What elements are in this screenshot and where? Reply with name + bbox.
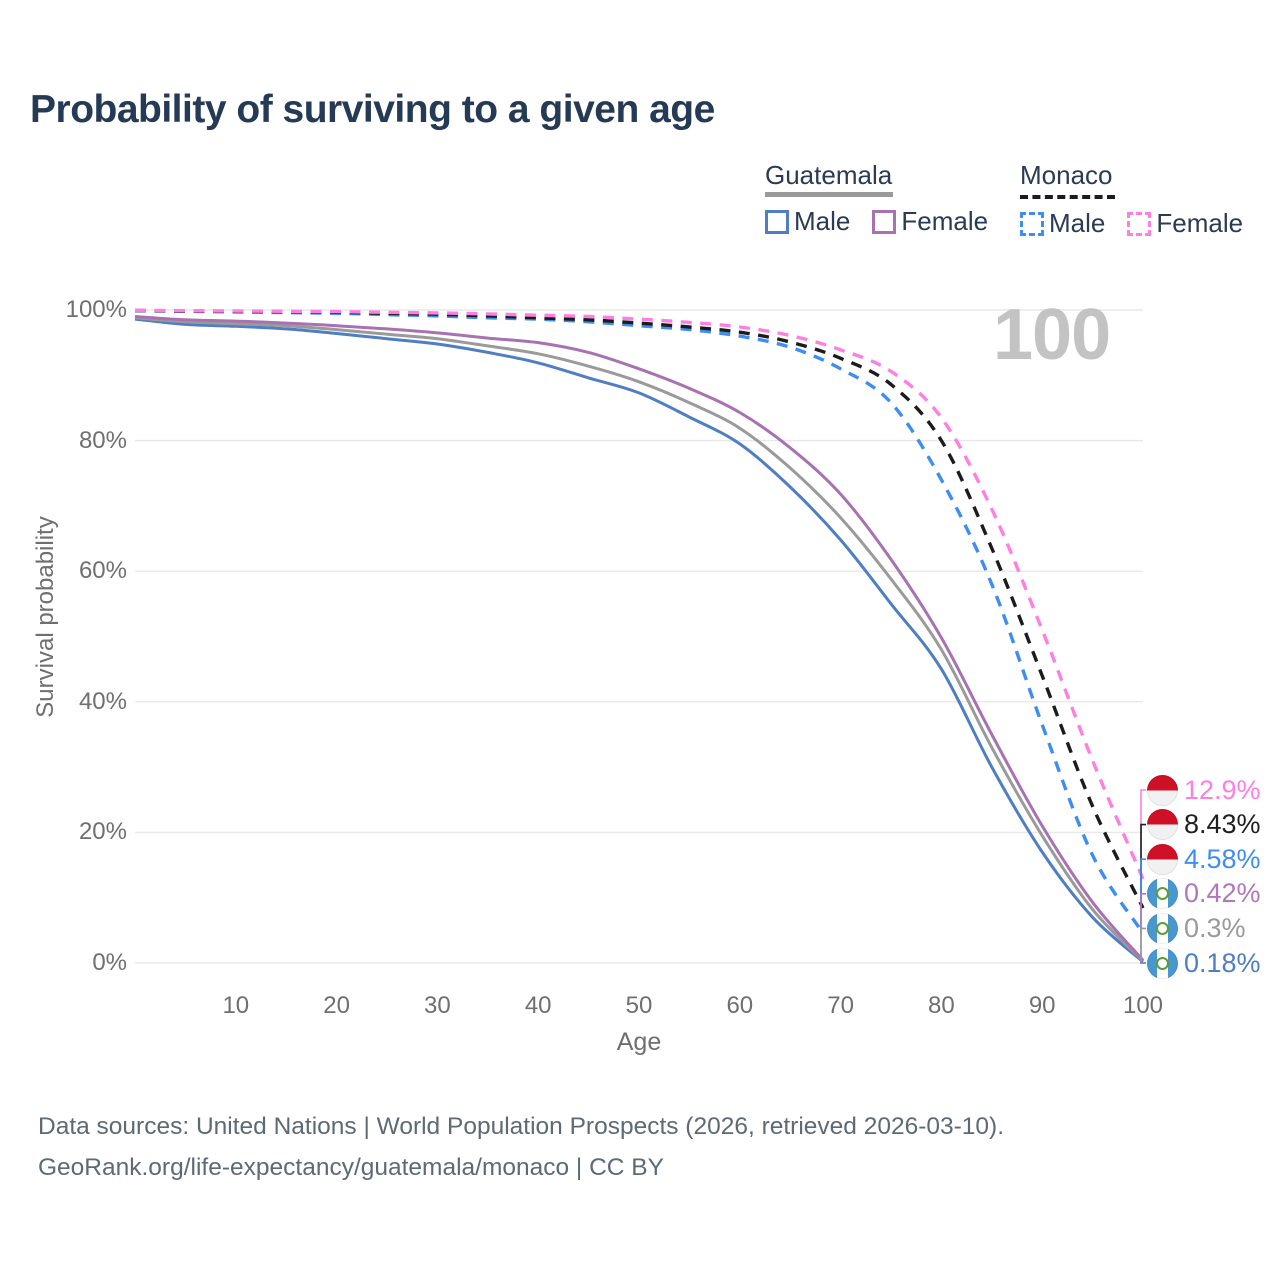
legend-group-monaco: Monaco Male Female (1020, 161, 1265, 239)
monaco-flag-icon (1147, 809, 1178, 841)
monaco-flag-icon (1147, 774, 1178, 806)
data-source-footer: Data sources: United Nations | World Pop… (38, 1106, 1004, 1188)
end-label-value: 4.58% (1184, 843, 1261, 874)
footer-attribution-line: GeoRank.org/life-expectancy/guatemala/mo… (38, 1154, 664, 1181)
end-label-row: 0.42% (1147, 878, 1261, 910)
x-tick-label: 40 (524, 992, 552, 1019)
monaco-flag-icon (1147, 843, 1178, 875)
end-label-value: 0.3% (1184, 912, 1246, 943)
curve-guatemala-all (134, 316, 1145, 963)
monaco-female-swatch-icon (1127, 211, 1152, 236)
end-label-row: 12.9% (1147, 774, 1261, 806)
y-axis-title: Survival probability (32, 516, 59, 718)
end-label-row: 0.3% (1147, 912, 1246, 944)
legend-item-guatemala-male: Male (765, 206, 850, 237)
x-tick-label: 30 (424, 992, 451, 1019)
y-tick-label: 0% (92, 949, 127, 976)
monaco-line-sample (1020, 195, 1115, 199)
x-axis-title: Age (616, 1028, 662, 1056)
x-tick-label: 100 (1122, 992, 1164, 1019)
end-label-row: 8.43% (1147, 809, 1261, 841)
x-tick-label: 20 (323, 992, 350, 1019)
guatemala-emblem-icon (1156, 887, 1169, 901)
guatemala-emblem-icon (1156, 956, 1169, 970)
curve-monaco-all (134, 308, 1145, 909)
legend-label: Male (794, 206, 851, 236)
guatemala-flag-icon (1147, 878, 1178, 910)
legend-guatemala-label: Guatemala (765, 160, 893, 190)
x-tick-label: 50 (625, 992, 653, 1019)
legend-group-guatemala: Guatemala Male Female (765, 161, 1010, 237)
guatemala-male-swatch-icon (765, 209, 789, 234)
x-tick-label: 60 (726, 992, 754, 1019)
guatemala-emblem-icon (1156, 921, 1169, 935)
curve-guatemala-male (134, 317, 1144, 963)
legend-label: Female (1156, 208, 1244, 238)
page-title: Probability of surviving to a given age (30, 88, 715, 131)
monaco-male-swatch-icon (1020, 211, 1044, 236)
end-label-value: 8.43% (1184, 809, 1261, 840)
x-tick-label: 90 (1028, 992, 1056, 1019)
end-label-value: 12.9% (1184, 774, 1261, 805)
curve-guatemala-female (134, 315, 1145, 962)
guatemala-line-sample (765, 192, 893, 197)
curve-monaco-male (134, 309, 1145, 935)
legend-label: Male (1049, 208, 1106, 238)
legend-item-guatemala-female: Female (872, 206, 988, 237)
end-label-value: 0.18% (1184, 947, 1261, 978)
y-tick-label: 20% (78, 818, 127, 846)
guatemala-female-swatch-icon (872, 209, 897, 234)
end-label-connector (1140, 961, 1146, 964)
y-tick-label: 40% (78, 687, 127, 715)
legend-label: Female (901, 206, 989, 236)
curve-monaco-female (134, 308, 1145, 880)
y-tick-label: 80% (78, 426, 127, 454)
end-label-value: 0.42% (1184, 878, 1261, 909)
end-label-connector (1140, 927, 1146, 961)
x-tick-label: 80 (928, 992, 955, 1019)
legend-monaco-label: Monaco (1020, 160, 1113, 190)
end-label-row: 4.58% (1147, 843, 1261, 875)
guatemala-flag-icon (1147, 912, 1178, 944)
y-tick-label: 60% (78, 557, 127, 585)
end-label-row: 0.18% (1147, 947, 1261, 979)
footer-sources-line: Data sources: United Nations | World Pop… (38, 1113, 1005, 1140)
x-tick-label: 10 (222, 992, 250, 1019)
x-tick-label: 70 (827, 992, 854, 1019)
legend-item-monaco-male: Male (1020, 208, 1105, 239)
y-tick-label: 100% (65, 296, 127, 323)
age-counter-watermark: 100 (993, 295, 1111, 375)
guatemala-flag-icon (1147, 947, 1178, 979)
legend-item-monaco-female: Female (1127, 208, 1243, 239)
